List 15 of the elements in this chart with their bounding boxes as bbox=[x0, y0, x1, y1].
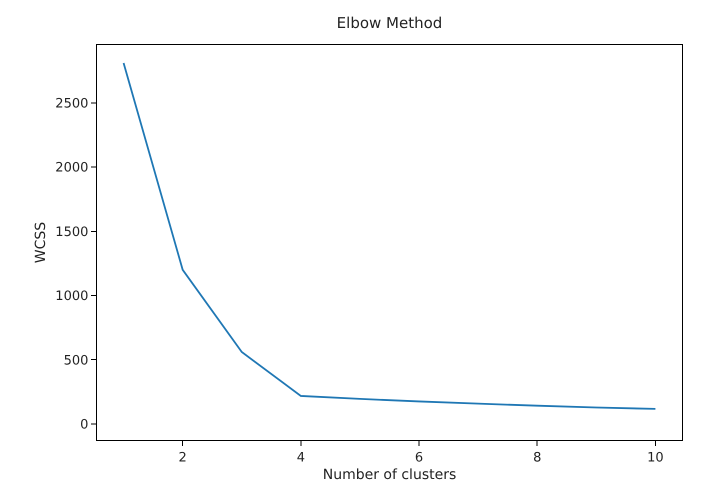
y-axis-title: WCSS bbox=[32, 222, 49, 264]
x-tick-label: 2 bbox=[178, 450, 187, 466]
y-tick-label: 500 bbox=[64, 353, 88, 368]
y-tick-label: 2000 bbox=[55, 160, 88, 176]
line-series bbox=[122, 62, 656, 410]
x-tick-label: 10 bbox=[647, 450, 664, 466]
x-axis-title: Number of clusters bbox=[322, 466, 456, 483]
x-tick-label: 4 bbox=[296, 450, 305, 466]
y-tick-label: 2500 bbox=[55, 96, 88, 112]
y-tick-label: 1000 bbox=[55, 289, 88, 304]
chart-title: Elbow Method bbox=[336, 14, 442, 32]
x-tick-label: 8 bbox=[533, 450, 542, 466]
y-tick-label: 0 bbox=[80, 417, 88, 432]
x-tick-label: 6 bbox=[414, 450, 424, 466]
y-tick-label: 1500 bbox=[55, 224, 88, 240]
